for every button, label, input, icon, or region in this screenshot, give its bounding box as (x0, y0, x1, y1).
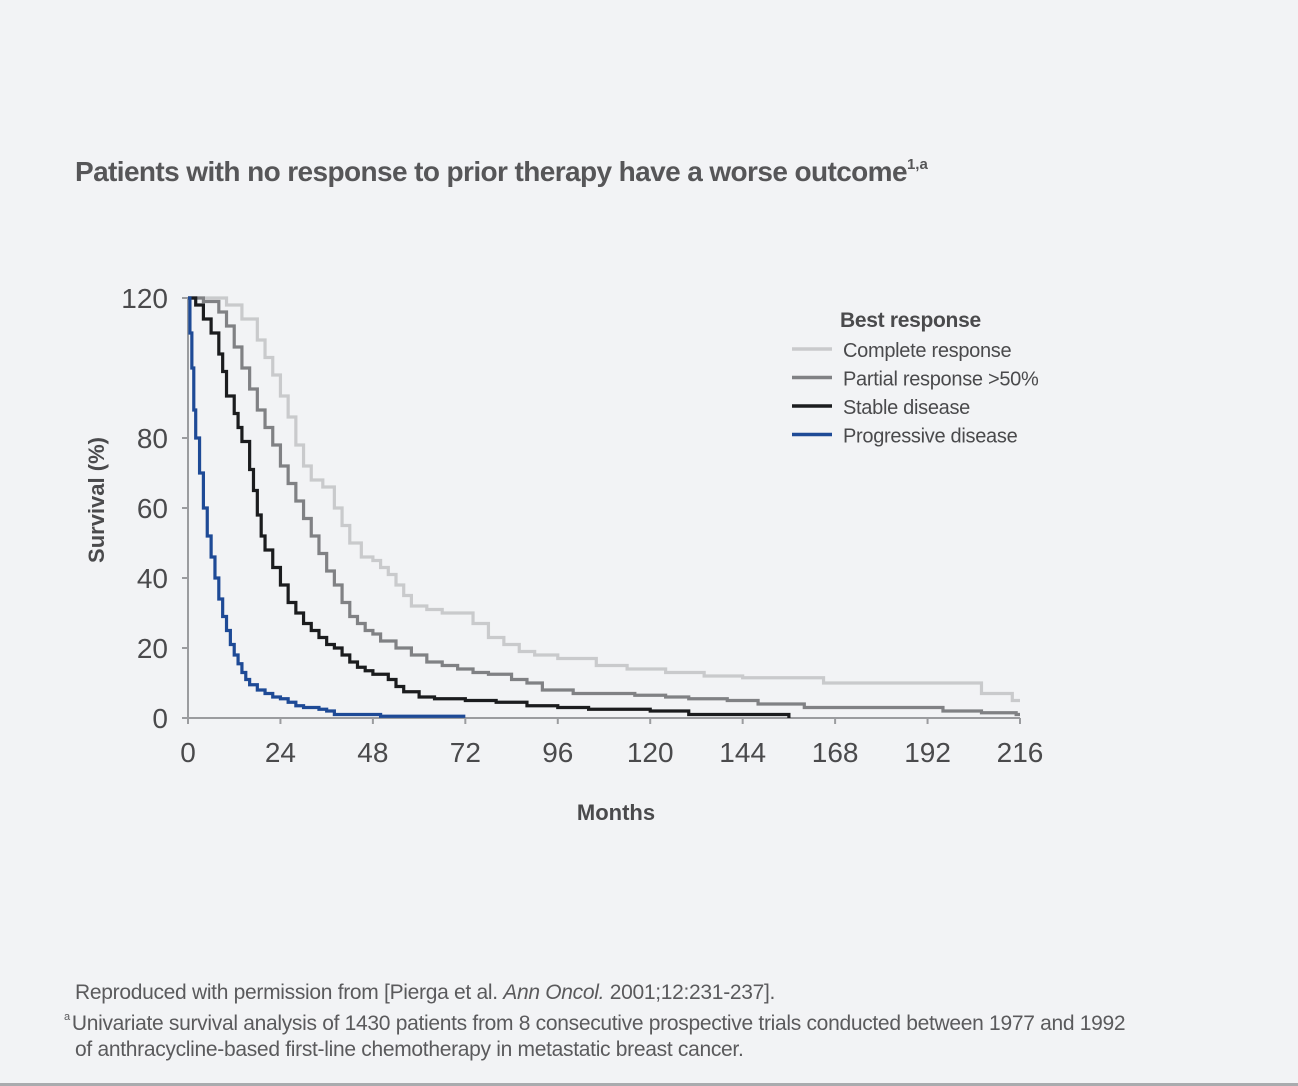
footnote-a-continued: of anthracycline-based first-line chemot… (64, 1037, 1125, 1063)
y-tick-label: 40 (137, 563, 168, 594)
footnote-line-2: of anthracycline-based first-line chemot… (75, 1038, 744, 1061)
x-tick-label: 168 (812, 737, 859, 768)
bottom-rule (0, 1083, 1298, 1086)
footnote-marker: a (64, 1011, 70, 1023)
x-tick-label: 48 (357, 737, 388, 768)
legend-label-progressive-disease: Progressive disease (843, 426, 1018, 448)
y-tick-label: 20 (137, 633, 168, 664)
x-tick-label: 216 (997, 737, 1044, 768)
source-citation: Reproduced with permission from [Pierga … (64, 980, 1125, 1006)
x-axis-label: Months (577, 800, 655, 825)
y-tick-label: 0 (152, 703, 168, 734)
source-prefix: Reproduced with permission from [Pierga … (75, 981, 504, 1004)
legend-label-stable-disease: Stable disease (843, 397, 970, 419)
x-tick-label: 192 (904, 737, 951, 768)
y-tick-label: 120 (121, 283, 168, 314)
y-axis-label: Survival (%) (84, 437, 109, 563)
footnote-line-1: Univariate survival analysis of 1430 pat… (71, 1012, 1126, 1035)
source-journal: Ann Oncol. (503, 981, 605, 1004)
x-tick-label: 144 (719, 737, 766, 768)
y-tick-label: 80 (137, 423, 168, 454)
x-tick-label: 96 (542, 737, 573, 768)
source-suffix: 2001;12:231-237]. (604, 981, 776, 1004)
chart-ticks: 0 24 48 72 96 120 144 168 192 216 0 20 40 60 80 120 (121, 283, 1043, 768)
x-tick-label: 24 (265, 737, 296, 768)
series-line-partial-response-50 (188, 296, 1020, 717)
chart-title-superscript: 1,a (906, 155, 928, 173)
y-tick-label: 60 (137, 493, 168, 524)
series-line-progressive-disease (188, 296, 466, 718)
series-line-stable-disease (188, 296, 791, 718)
x-tick-label: 120 (627, 737, 674, 768)
legend-label-partial-response-50: Partial response >50% (843, 369, 1039, 391)
series-line-complete-response (188, 296, 1020, 703)
legend-label-complete-response: Complete response (843, 340, 1012, 362)
chart-legend: Best response Complete response Partial r… (792, 309, 1039, 448)
legend-title: Best response (840, 309, 981, 332)
chart-title: Patients with no response to prior thera… (75, 156, 928, 188)
chart-title-text: Patients with no response to prior thera… (75, 156, 908, 187)
x-tick-label: 72 (450, 737, 481, 768)
x-tick-label: 0 (180, 737, 196, 768)
footnotes: Reproduced with permission from [Pierga … (64, 980, 1126, 1063)
footnote-a: aUnivariate survival analysis of 1430 pa… (64, 1006, 1126, 1037)
chart-series (188, 296, 1020, 718)
